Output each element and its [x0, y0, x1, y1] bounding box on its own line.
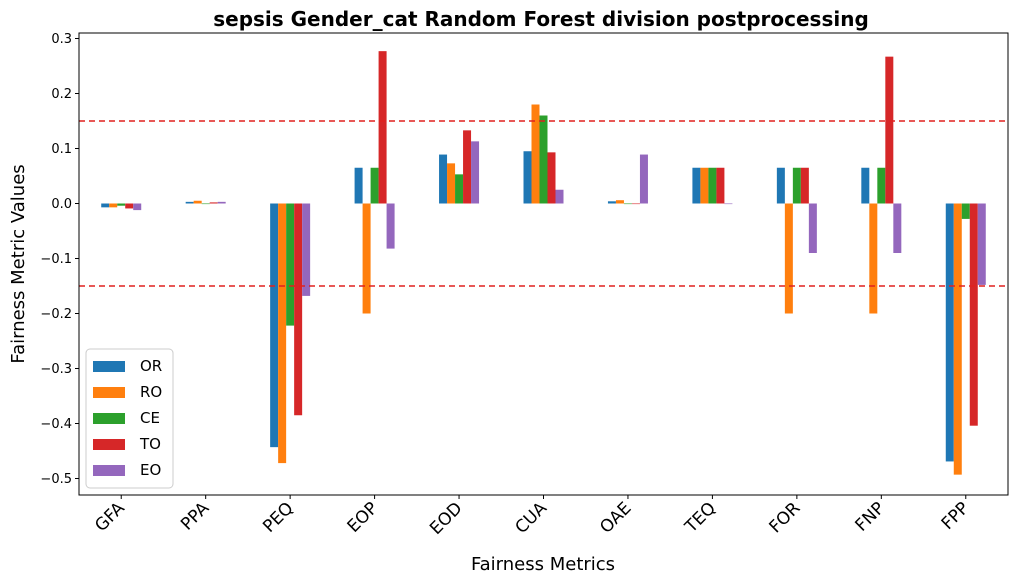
bar-ce-teq — [708, 167, 717, 204]
x-tick-label: GFA — [91, 498, 129, 536]
bar-ro-ppa — [193, 200, 202, 204]
y-axis: 0.3 0.2 0.1 0.0 −0.1 −0.2 −0.3 −0.4 −0.5 — [40, 32, 79, 487]
y-tick-label: 0.2 — [51, 87, 72, 102]
bar-ce-for — [792, 167, 801, 204]
x-tick-label: FPP — [938, 498, 974, 534]
bar-ce-fnp — [877, 167, 886, 204]
legend-swatch-or — [93, 361, 125, 372]
bar-ro-oae — [615, 200, 624, 204]
bar-or-teq — [692, 167, 701, 204]
bar-to-fpp — [969, 203, 978, 426]
bar-ro-eod — [447, 163, 456, 204]
chart-title: sepsis Gender_cat Random Forest division… — [213, 7, 869, 31]
legend-swatch-ce — [93, 413, 125, 424]
bar-ce-gfa — [117, 203, 126, 206]
bar-ro-cua — [531, 104, 540, 204]
x-tick-label: PEQ — [259, 498, 297, 536]
legend-label-to: TO — [139, 435, 161, 453]
y-tick-label: −0.2 — [40, 307, 72, 322]
x-axis: GFA PPA PEQ EOP EOD CUA OAE TEQ FOR FNP FPP — [91, 495, 973, 539]
x-tick-label: OAE — [596, 498, 635, 537]
legend-label-or: OR — [140, 357, 162, 375]
bar-ro-fnp — [869, 203, 878, 314]
x-tick-label: CUA — [511, 498, 551, 538]
bar-eo-gfa — [133, 203, 142, 211]
legend-label-ro: RO — [140, 383, 162, 401]
bar-to-teq — [716, 167, 725, 204]
y-tick-label: −0.5 — [40, 472, 72, 487]
legend-label-eo: EO — [140, 461, 161, 479]
x-tick-label: EOP — [344, 498, 382, 536]
bar-or-gfa — [101, 203, 110, 208]
x-tick-label: TEQ — [681, 498, 720, 537]
bar-or-peq — [270, 203, 279, 448]
bar-eo-oae — [639, 154, 648, 204]
bar-ro-peq — [278, 203, 287, 464]
bar-eo-fnp — [893, 203, 902, 253]
bar-to-fnp — [885, 56, 894, 204]
bar-eo-fpp — [977, 203, 986, 285]
bar-ce-fpp — [961, 203, 970, 219]
y-tick-label: −0.1 — [40, 252, 72, 267]
bar-eo-ppa — [217, 201, 226, 204]
x-axis-label: Fairness Metrics — [471, 554, 615, 575]
bar-or-ppa — [185, 201, 194, 204]
bar-ce-ppa — [201, 203, 210, 205]
y-tick-label: 0.0 — [51, 197, 72, 212]
bar-eo-teq — [724, 203, 733, 205]
bar-ce-oae — [623, 203, 632, 205]
bar-to-gfa — [125, 203, 134, 209]
legend-swatch-eo — [93, 465, 125, 476]
bar-ro-teq — [700, 167, 709, 204]
y-tick-label: −0.4 — [40, 417, 72, 432]
plot-area — [79, 51, 1008, 475]
bar-to-cua — [547, 152, 556, 204]
bar-or-cua — [523, 151, 532, 204]
bar-or-for — [776, 167, 785, 204]
bar-eo-peq — [302, 203, 311, 296]
bar-to-peq — [294, 203, 303, 416]
legend-swatch-to — [93, 439, 125, 450]
x-tick-label: EOD — [426, 498, 466, 538]
bar-ro-gfa — [109, 203, 118, 208]
bar-or-fnp — [861, 167, 870, 204]
bar-ce-peq — [286, 203, 295, 326]
legend-label-ce: CE — [140, 409, 160, 427]
bar-eo-for — [808, 203, 817, 253]
bar-eo-eop — [386, 203, 395, 249]
bar-to-oae — [631, 203, 640, 205]
bar-ce-eod — [455, 174, 464, 204]
legend: OR RO CE TO EO — [85, 348, 174, 489]
y-tick-label: 0.1 — [51, 142, 72, 157]
bar-ro-for — [784, 203, 793, 314]
bar-or-oae — [607, 201, 616, 204]
x-tick-label: FNP — [852, 498, 889, 535]
legend-swatch-ro — [93, 387, 125, 398]
bar-ro-fpp — [953, 203, 962, 475]
bar-to-ppa — [209, 202, 218, 204]
y-axis-label: Fairness Metric Values — [8, 164, 29, 363]
bar-ce-eop — [370, 167, 379, 204]
x-tick-label: PPA — [177, 498, 213, 534]
y-tick-label: 0.3 — [51, 32, 72, 47]
bar-to-eod — [463, 130, 472, 204]
legend-box — [85, 348, 174, 489]
bar-or-eod — [439, 154, 448, 204]
plot-frame — [78, 32, 1009, 496]
bar-eo-cua — [555, 189, 564, 204]
y-tick-label: −0.3 — [40, 362, 72, 377]
x-tick-label: FOR — [766, 498, 805, 537]
bar-eo-eod — [471, 141, 480, 204]
bar-or-eop — [354, 167, 363, 204]
bar-to-for — [800, 167, 809, 204]
bar-ro-eop — [362, 203, 371, 314]
bar-or-fpp — [945, 203, 954, 462]
bar-ce-cua — [539, 115, 548, 204]
bar-to-eop — [378, 51, 387, 204]
